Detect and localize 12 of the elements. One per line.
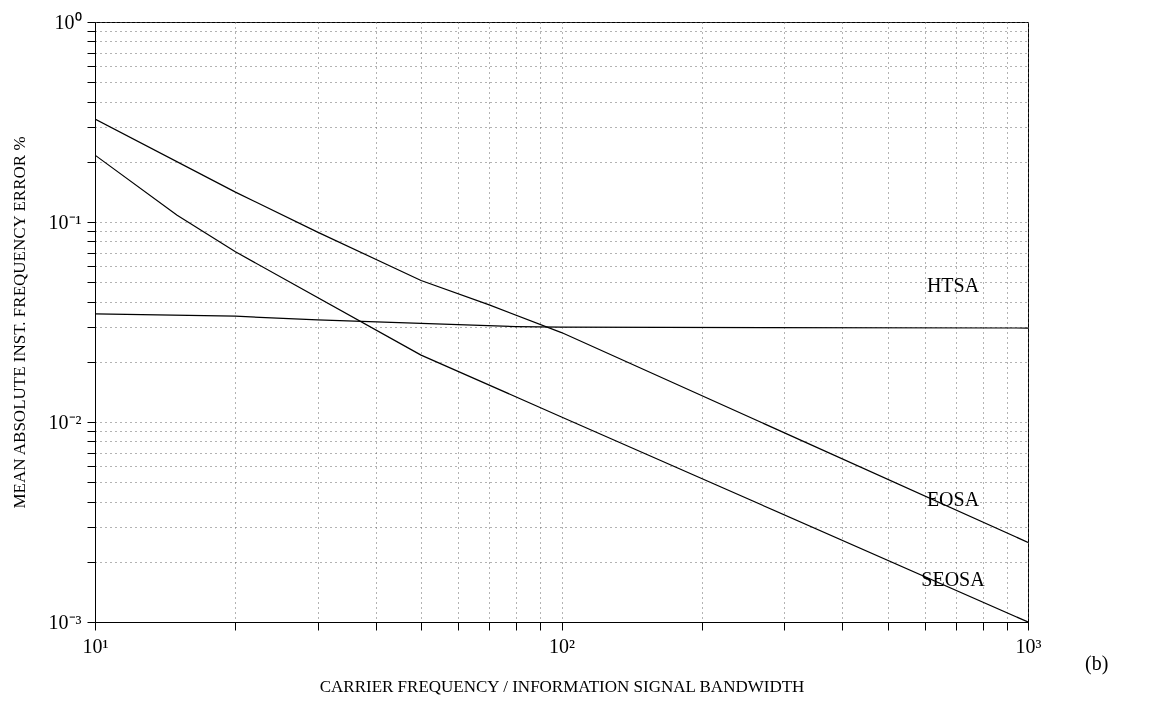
y-tick-label: 10⁰ xyxy=(54,10,82,33)
y-tick-label: 10⁻³ xyxy=(48,610,82,633)
y-axis-title: MEAN ABSOLUTE INST. FREQUENCY ERROR % xyxy=(9,136,29,509)
x-tick-label: 10² xyxy=(549,634,575,657)
text: (b) xyxy=(1085,652,1109,675)
x-axis-title: CARRIER FREQUENCY / INFORMATION SIGNAL BANDWIDTH xyxy=(319,676,805,696)
y-tick-label: 10⁻¹ xyxy=(48,210,82,233)
y-tick-label: 10⁻² xyxy=(48,410,82,433)
x-tick-label: 10³ xyxy=(1015,634,1042,657)
x-tick-label: 10¹ xyxy=(82,634,109,657)
series-label: EOSA xyxy=(926,488,980,511)
series-label: HTSA xyxy=(926,274,980,297)
